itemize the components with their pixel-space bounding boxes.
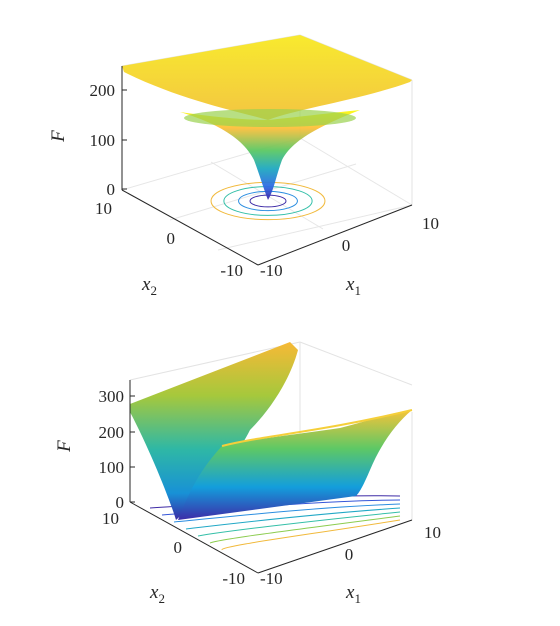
contour-line — [221, 519, 401, 551]
y-tick-10: 10 — [95, 199, 112, 218]
z-axis-label: F — [54, 440, 75, 453]
tick-marks-1 — [122, 89, 127, 190]
z-tick-300: 300 — [99, 387, 125, 406]
y-tick-0: 0 — [174, 538, 183, 557]
surface-funnel-1 — [180, 110, 360, 200]
x-tick-neg10: -10 — [260, 569, 283, 588]
y-tick-neg10: -10 — [220, 261, 243, 280]
contour-line — [173, 503, 401, 523]
x-axis-label: x1 — [345, 582, 361, 606]
y-axis-label: x2 — [141, 274, 157, 298]
chart-1: 200 100 0 10 0 -10 -10 0 10 F x2 x1 — [48, 34, 439, 298]
axes-lines-2 — [129, 380, 413, 574]
surface-ridge-2 — [221, 409, 413, 447]
x-tick-10: 10 — [422, 214, 439, 233]
z-tick-200: 200 — [90, 81, 116, 100]
x-tick-10: 10 — [424, 523, 441, 542]
z-tick-100: 100 — [90, 131, 116, 150]
surface-top-face-1 — [122, 35, 412, 120]
x-tick-neg10: -10 — [260, 261, 283, 280]
z-axis-label: F — [48, 130, 69, 143]
funnel-rim-1 — [184, 109, 356, 127]
y-axis-label: x2 — [149, 582, 165, 606]
y-tick-10: 10 — [102, 509, 119, 528]
z-tick-100: 100 — [99, 458, 125, 477]
x-axis-label: x1 — [345, 274, 361, 298]
contour-line — [185, 507, 401, 530]
y-tick-0: 0 — [167, 229, 176, 248]
surface-back-sheet-2 — [130, 342, 298, 520]
y-tick-neg10: -10 — [222, 569, 245, 588]
x-tick-0: 0 — [342, 236, 351, 255]
z-tick-0: 0 — [107, 180, 116, 199]
chart-2: 300 200 100 0 10 0 -10 -10 0 10 F x2 x1 — [54, 341, 441, 606]
contour-line — [197, 511, 401, 537]
surface-front-sheet-2 — [178, 410, 412, 520]
axes-lines-1 — [121, 66, 413, 266]
z-tick-200: 200 — [99, 423, 125, 442]
x-tick-0: 0 — [345, 545, 354, 564]
z-tick-0: 0 — [116, 493, 125, 512]
contour-line — [209, 515, 401, 544]
tick-marks-2 — [130, 395, 135, 503]
